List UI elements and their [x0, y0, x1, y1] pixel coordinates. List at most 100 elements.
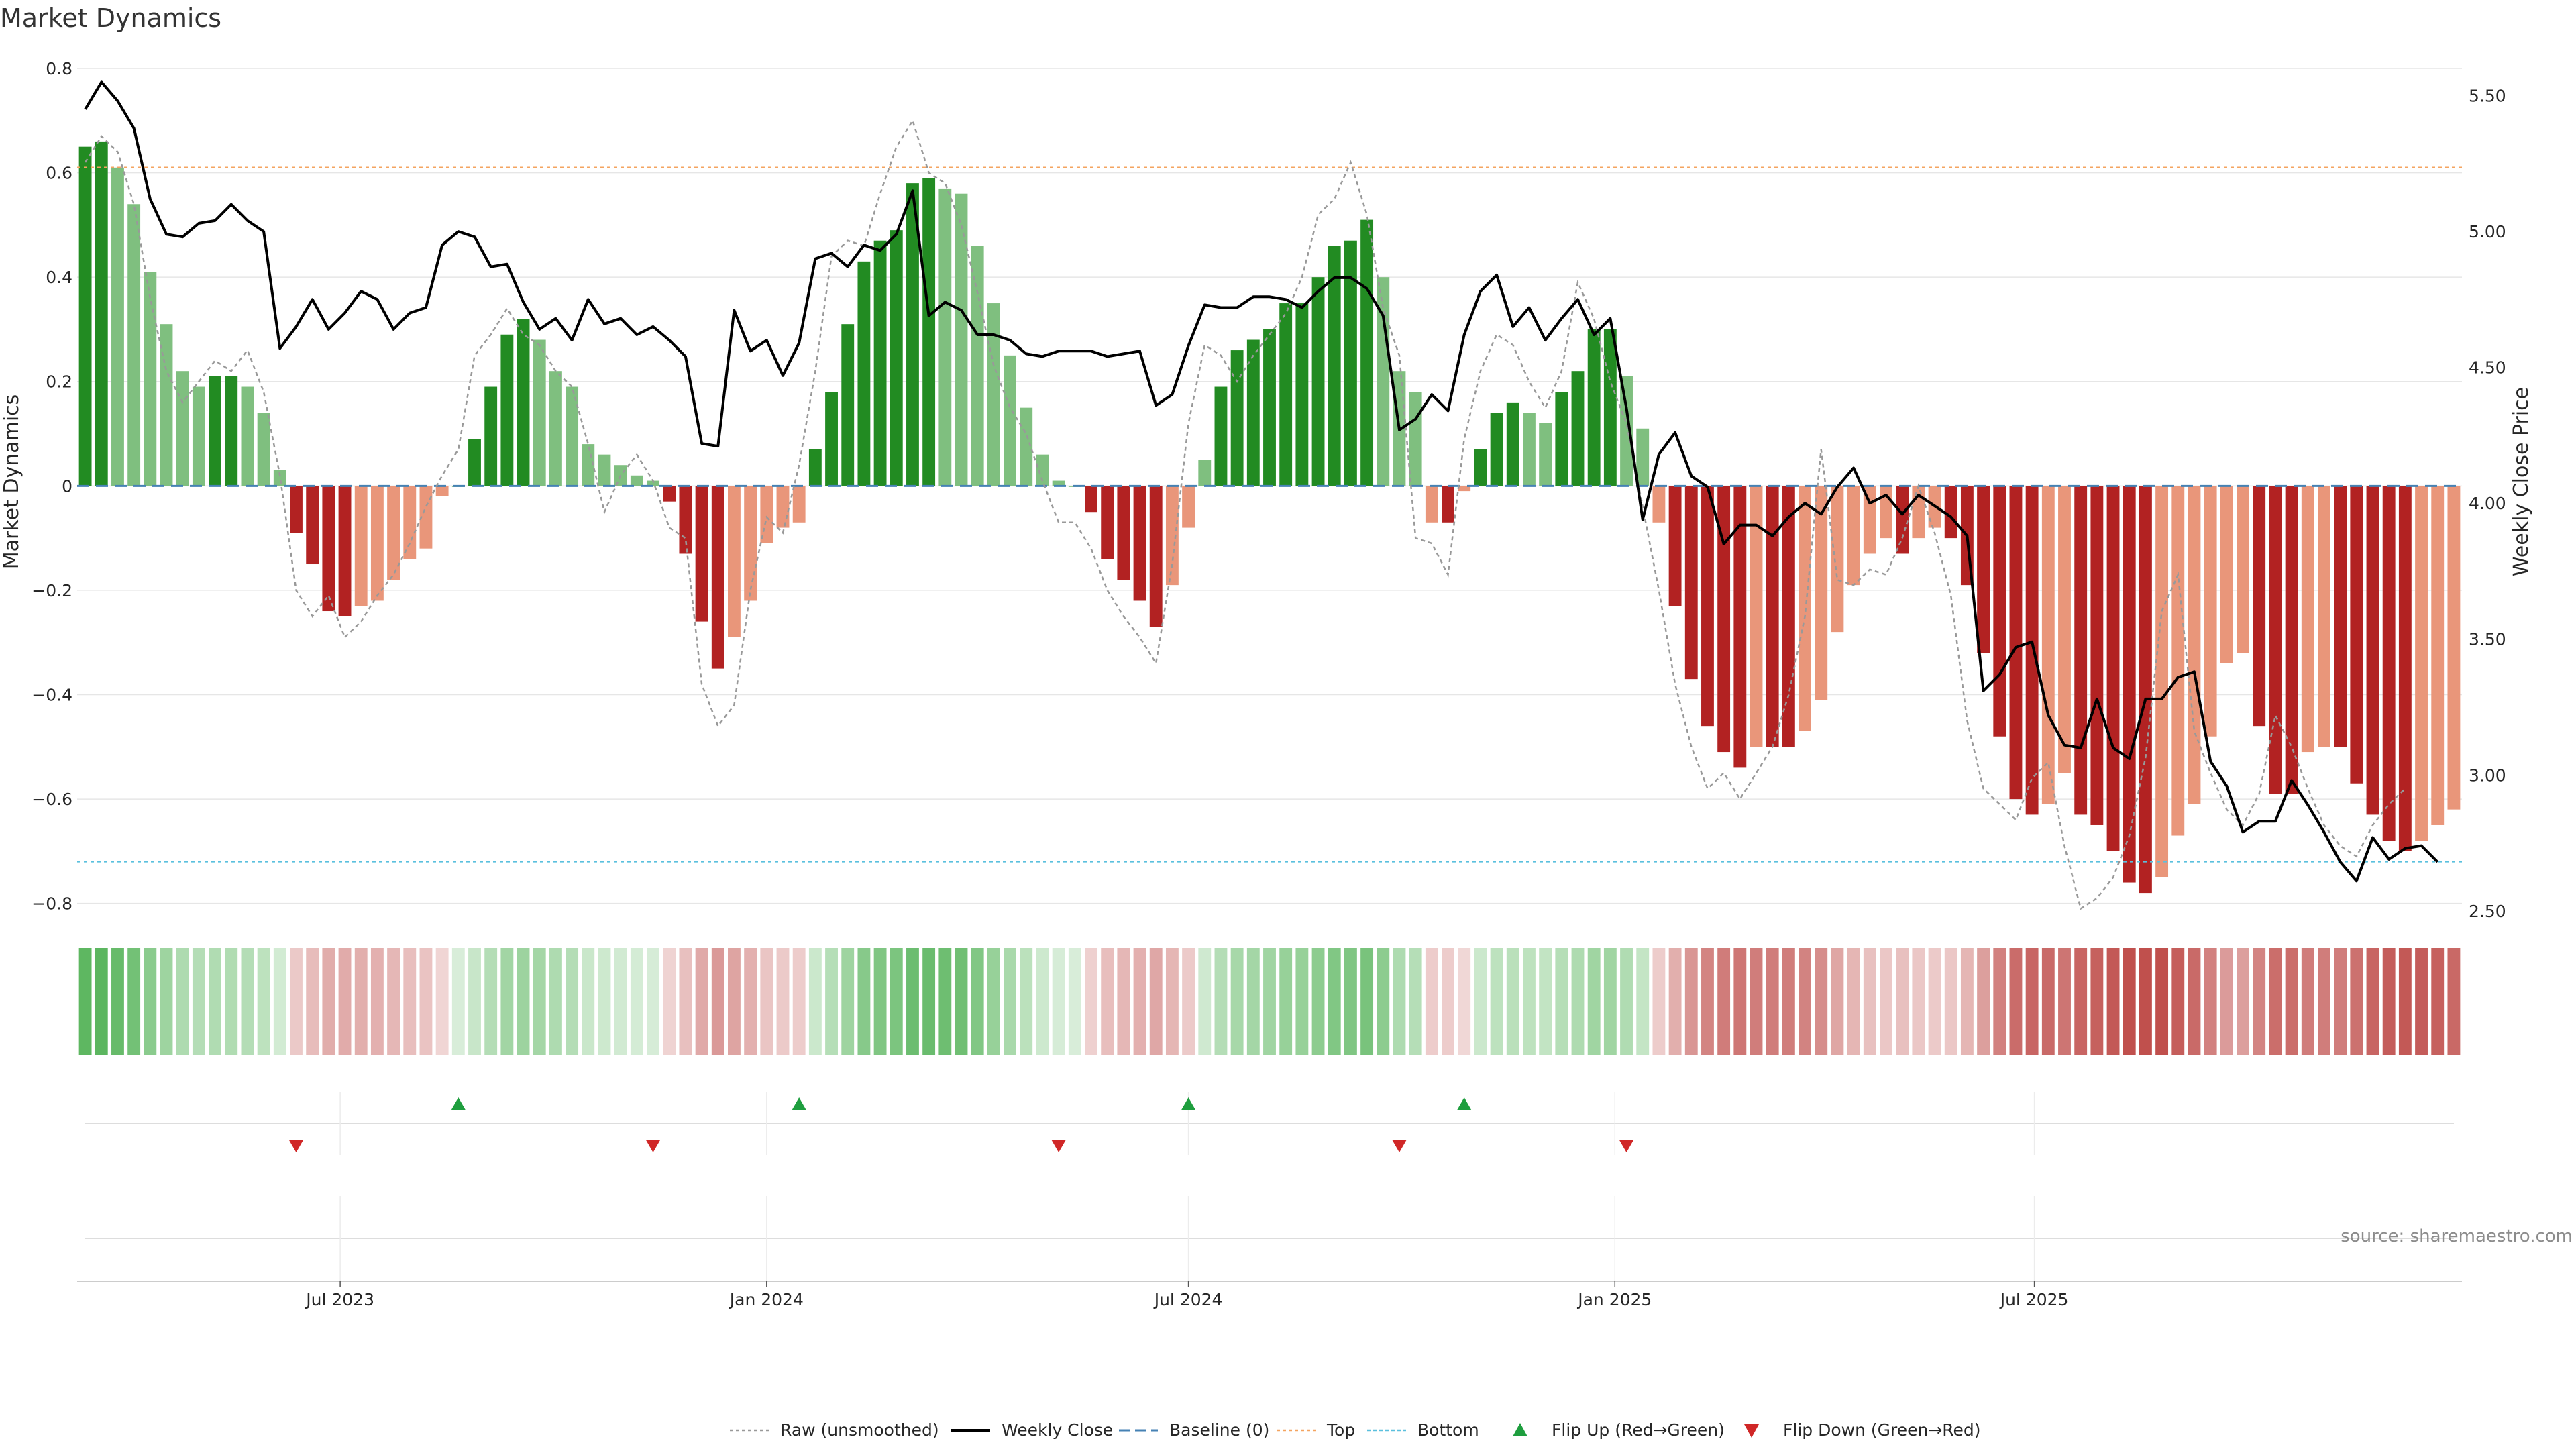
- heat-cell: [1068, 948, 1081, 1055]
- heat-cell: [711, 948, 724, 1055]
- dynamics-bar: [2188, 486, 2201, 804]
- dynamics-bar: [1020, 407, 1033, 486]
- heat-cell: [728, 948, 741, 1055]
- heat-cell: [1620, 948, 1633, 1055]
- dynamics-bar: [1750, 486, 1763, 747]
- heat-cell: [1020, 948, 1033, 1055]
- heat-cell: [306, 948, 319, 1055]
- heat-cell: [111, 948, 124, 1055]
- heat-cell: [1004, 948, 1016, 1055]
- dynamics-bar: [273, 470, 286, 486]
- heat-cell: [2058, 948, 2071, 1055]
- heat-cell: [468, 948, 481, 1055]
- dynamics-bar: [419, 486, 433, 549]
- x-tick-label: Jan 2024: [729, 1290, 804, 1309]
- dynamics-bar: [1344, 240, 1357, 486]
- dynamics-bar: [890, 230, 903, 486]
- dynamics-bar: [1701, 486, 1714, 727]
- dynamics-bar: [2447, 486, 2461, 810]
- flip-down-marker: [1619, 1140, 1634, 1152]
- heat-cell: [2139, 948, 2152, 1055]
- heat-cell: [500, 948, 514, 1055]
- y-tick-label: 0: [62, 476, 72, 496]
- dynamics-bar: [2155, 486, 2169, 877]
- x-axis: Jul 2023 Jan 2024 Jul 2024 Jan 2025 Jul 2025: [305, 1281, 2068, 1309]
- heat-cell: [1409, 948, 1422, 1055]
- dynamics-bar: [2431, 486, 2445, 825]
- dynamics-bar: [1539, 423, 1552, 486]
- flip-down-marker: [1391, 1140, 1407, 1152]
- heat-cell: [776, 948, 790, 1055]
- heat-cell: [1523, 948, 1536, 1055]
- heat-cell: [630, 948, 643, 1055]
- dynamics-bar: [792, 486, 806, 523]
- x-tick-label: Jan 2025: [1576, 1290, 1652, 1309]
- dynamics-bar: [2009, 486, 2023, 800]
- dynamics-bar: [354, 486, 368, 606]
- flip-down-marker: [1051, 1140, 1067, 1152]
- dynamics-bar: [1214, 386, 1228, 486]
- heat-cell: [1555, 948, 1568, 1055]
- heat-cell: [2204, 948, 2217, 1055]
- dynamics-bar: [2253, 486, 2266, 727]
- dynamics-bar: [1198, 460, 1212, 486]
- heat-cell: [1328, 948, 1341, 1055]
- y2-tick-label: 5.00: [2469, 222, 2506, 241]
- heat-cell: [1636, 948, 1650, 1055]
- heat-cell: [906, 948, 919, 1055]
- heat-cell: [2090, 948, 2104, 1055]
- dynamics-bar: [290, 486, 303, 533]
- dynamics-bar: [2269, 486, 2282, 794]
- heat-cell: [549, 948, 562, 1055]
- dynamics-bar: [387, 486, 400, 580]
- dynamics-bar: [2220, 486, 2233, 663]
- heat-cell: [987, 948, 1000, 1055]
- legend-item: Bottom: [1367, 1420, 1479, 1440]
- source-note: source: sharemaestro.com: [2341, 1226, 2573, 1246]
- dynamics-bar: [2334, 486, 2347, 747]
- y-tick-label: 0.6: [46, 164, 72, 183]
- dynamics-bar: [841, 324, 855, 486]
- heat-cell: [1230, 948, 1244, 1055]
- heat-cell: [2415, 948, 2428, 1055]
- dynamics-bar: [2350, 486, 2363, 784]
- y-tick-label: 0.4: [46, 268, 72, 287]
- flip-down-marker: [288, 1140, 304, 1152]
- heat-cell: [1133, 948, 1146, 1055]
- heat-cell: [2188, 948, 2201, 1055]
- dynamics-bar: [1490, 413, 1503, 486]
- heat-cell: [533, 948, 546, 1055]
- dynamics-bar: [1620, 376, 1633, 486]
- dynamics-bar: [1458, 486, 1471, 492]
- dynamics-bar: [241, 386, 254, 486]
- heat-cell: [1263, 948, 1276, 1055]
- dynamics-bar: [825, 392, 838, 486]
- dynamics-bar: [1442, 486, 1454, 523]
- heat-cell: [792, 948, 806, 1055]
- dynamics-bar: [533, 339, 546, 486]
- flip-up-marker: [451, 1097, 466, 1110]
- dynamics-bar: [2366, 486, 2379, 815]
- legend-label: Flip Up (Red→Green): [1552, 1420, 1725, 1440]
- flip-up-marker: [1181, 1097, 1196, 1110]
- heat-cell: [1896, 948, 1909, 1055]
- heat-cell: [419, 948, 433, 1055]
- flip-down-marker: [645, 1140, 661, 1152]
- dynamics-bar: [1409, 392, 1422, 486]
- heat-cell: [1928, 948, 1941, 1055]
- dynamics-bar: [728, 486, 741, 637]
- heat-cell: [857, 948, 871, 1055]
- dynamics-bar: [95, 141, 108, 486]
- heat-cell: [127, 948, 141, 1055]
- heat-cell: [808, 948, 822, 1055]
- dynamics-bar: [630, 475, 643, 486]
- legend-item: Raw (unsmoothed): [730, 1420, 939, 1440]
- dynamics-bar: [938, 188, 952, 486]
- dynamics-bar: [225, 376, 238, 486]
- dynamics-bar: [1360, 219, 1374, 486]
- dynamics-bar: [1668, 486, 1682, 606]
- heat-cell: [225, 948, 238, 1055]
- dynamics-bar: [2139, 486, 2152, 894]
- heat-cell: [2041, 948, 2055, 1055]
- dynamics-bar: [500, 334, 514, 486]
